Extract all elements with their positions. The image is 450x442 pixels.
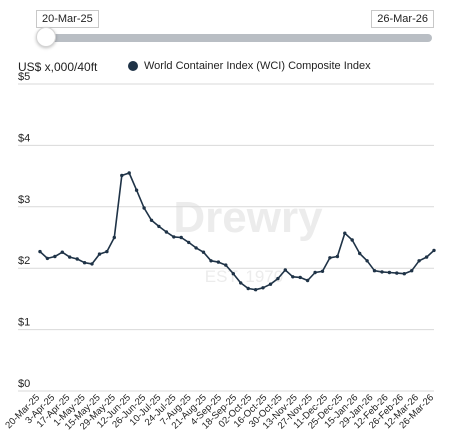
data-point[interactable] [209,259,213,263]
data-point[interactable] [276,276,280,281]
data-point[interactable] [194,246,198,250]
range-end-label: 26-Mar-26 [371,10,434,28]
data-point[interactable] [120,173,124,178]
watermark-brand: Drewry [173,193,323,242]
data-point[interactable] [231,272,235,276]
data-point[interactable] [313,270,317,275]
data-point[interactable] [68,255,72,259]
legend[interactable]: World Container Index (WCI) Composite In… [128,60,371,72]
data-point[interactable] [105,249,109,254]
data-point[interactable] [380,270,384,274]
y-tick-label: $1 [18,317,30,329]
data-point[interactable] [424,255,429,259]
grid [18,83,434,392]
data-point[interactable] [172,235,176,239]
data-point[interactable] [53,254,57,259]
data-point[interactable] [246,286,250,291]
data-point[interactable] [157,224,161,229]
data-point[interactable] [82,261,87,265]
drewry-watermark: Drewry EST. 1970 [173,193,323,286]
legend-label: World Container Index (WCI) Composite In… [144,60,371,72]
data-point[interactable] [402,272,406,276]
data-point[interactable] [253,288,258,292]
legend-marker [128,61,138,71]
y-tick-label: $5 [18,71,30,83]
data-point[interactable] [320,269,325,273]
y-axis: $0 $1 $2 $3 $4 $5 [18,71,30,390]
data-point[interactable] [298,275,302,280]
data-point[interactable] [224,263,228,267]
data-point[interactable] [328,256,332,260]
data-point[interactable] [268,282,273,286]
data-point[interactable] [97,252,102,256]
x-axis: 20-Mar-253-Apr-2517-Apr-251-May-2515-May… [3,392,436,432]
data-point[interactable] [187,240,191,245]
series [38,171,436,292]
data-point[interactable] [350,238,354,242]
y-axis-unit-label: US$ x,000/40ft [18,60,98,74]
data-point[interactable] [38,249,42,254]
data-point[interactable] [335,254,340,259]
data-point[interactable] [149,218,154,222]
data-point[interactable] [201,250,206,254]
data-point[interactable] [365,259,369,263]
data-point[interactable] [179,235,183,240]
data-point[interactable] [395,271,399,275]
data-point[interactable] [358,251,362,256]
watermark-tagline: EST. 1970 [205,267,283,286]
data-point[interactable] [60,250,64,254]
range-slider-track[interactable] [44,34,432,42]
data-point[interactable] [216,260,221,264]
range-slider-handle[interactable] [36,27,56,47]
data-point[interactable] [291,275,295,279]
data-point[interactable] [90,262,94,266]
data-point[interactable] [417,259,421,263]
data-point[interactable] [112,235,117,240]
data-point[interactable] [239,281,243,285]
data-point[interactable] [283,268,287,272]
y-tick-label: $0 [18,378,30,390]
range-start-label: 20-Mar-25 [36,10,99,28]
data-point[interactable] [75,257,79,261]
data-point[interactable] [387,270,392,275]
data-point[interactable] [343,231,347,235]
data-point[interactable] [305,278,310,283]
data-point[interactable] [127,171,131,175]
data-point[interactable] [164,230,169,234]
y-tick-label: $4 [18,132,30,144]
data-point[interactable] [134,188,139,192]
data-point[interactable] [410,269,414,273]
y-tick-label: $2 [18,255,30,267]
data-point[interactable] [372,269,377,273]
data-point[interactable] [142,206,146,210]
data-point[interactable] [432,248,436,253]
y-tick-label: $3 [18,194,30,206]
data-point[interactable] [45,256,50,261]
data-point[interactable] [261,286,265,290]
